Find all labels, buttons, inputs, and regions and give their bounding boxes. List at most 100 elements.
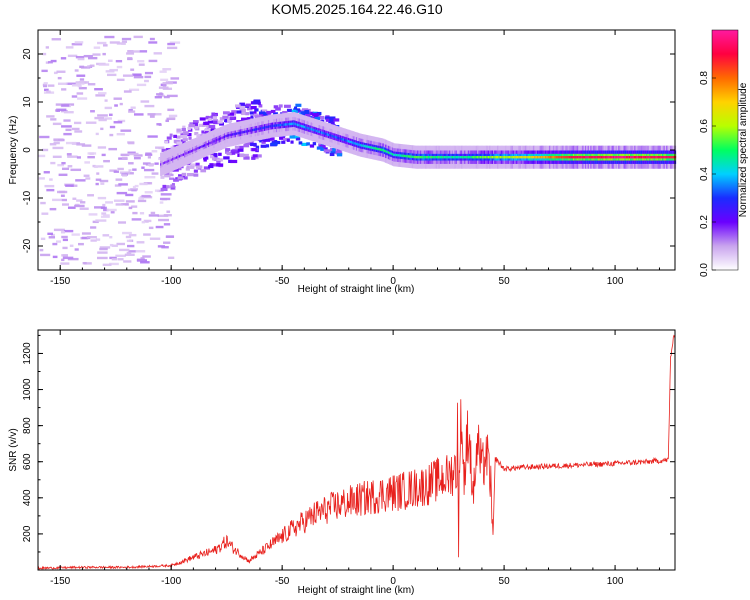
spectrogram-ridge-cell: [572, 156, 575, 159]
spectrogram-ridge-cell: [271, 124, 274, 128]
spectrogram-cell: [227, 119, 233, 123]
spectrogram-ridge-cell: [504, 156, 507, 159]
spectrogram-ridge-cell: [576, 156, 579, 159]
spectrogram-ridge-cell: [180, 154, 183, 157]
y-tick-label: 10: [22, 96, 33, 108]
spectrogram-cell: [253, 99, 261, 103]
spectrogram-ridge-cell: [213, 140, 216, 143]
spectrogram-cell: [187, 126, 191, 131]
spectrogram-ridge-cell: [405, 154, 408, 158]
spectrogram-ridge-cell: [196, 147, 199, 151]
spectrogram-cell: [329, 117, 335, 121]
spectrogram-noise-cell: [99, 246, 111, 249]
spectrogram-ridge-cell: [430, 156, 433, 159]
spectrogram-noise-cell: [100, 206, 107, 210]
spectrogram-cell: [241, 117, 248, 121]
spectrogram-cell: [182, 125, 186, 129]
spectrogram-cell: [243, 153, 249, 158]
spectrogram-ridge-cell: [354, 142, 357, 145]
spectrogram-ridge-cell: [507, 156, 510, 159]
spectrogram-ridge-cell: [238, 131, 241, 135]
spectrogram-noise-cell: [147, 156, 152, 159]
spectrogram-noise-cell: [132, 168, 137, 171]
spectrogram-noise-cell: [48, 61, 53, 64]
spectrogram-cell: [170, 186, 175, 190]
spectrogram-noise-cell: [111, 257, 118, 261]
spectrogram-ridge-cell: [226, 134, 229, 137]
spectrogram-ridge-cell: [535, 156, 538, 159]
spectrogram-ridge-cell: [273, 124, 276, 127]
spectrogram-noise-cell: [56, 240, 62, 243]
spectrogram-cell: [161, 148, 166, 153]
spectrogram-ridge-cell: [494, 156, 497, 159]
spectrogram-ridge-cell: [399, 154, 402, 157]
spectrogram-noise-cell: [134, 113, 144, 116]
spectrogram-noise-cell: [148, 214, 159, 217]
spectrogram-ridge-cell: [454, 156, 457, 159]
spectrogram-ridge-cell: [606, 156, 609, 159]
spectrogram-noise-cell: [60, 194, 65, 197]
spectrogram-ridge-cell: [246, 130, 249, 133]
spectrogram-ridge-cell: [233, 132, 236, 136]
spectrogram-noise-cell: [71, 84, 81, 87]
spectrogram-noise-cell: [120, 153, 130, 157]
spectrogram-ridge-cell: [614, 156, 617, 159]
spectrogram-ridge-cell: [519, 156, 522, 159]
spectrogram-ridge-cell: [266, 125, 269, 129]
snr-y-label: SNR (v/v): [8, 428, 19, 471]
spectrogram-noise-cell: [102, 234, 110, 237]
spectrogram-ridge-cell: [607, 156, 610, 159]
spectrogram-ridge-cell: [293, 122, 296, 125]
snr-x-label: Height of straight line (km): [298, 585, 415, 596]
y-tick-label: 600: [22, 453, 33, 470]
spectrogram-noise-cell: [61, 167, 70, 171]
spectrogram-cell: [270, 142, 278, 146]
spectrogram-noise-cell: [53, 141, 60, 145]
spectrogram-cell: [322, 147, 328, 151]
x-tick-label: -50: [275, 276, 290, 287]
spectrogram-ridge-cell: [650, 156, 653, 159]
spectrogram-cell: [228, 159, 232, 164]
spectrogram-noise-cell: [95, 182, 99, 186]
spectrogram-ridge-cell: [618, 156, 621, 159]
spectrogram-noise-cell: [163, 241, 171, 244]
spectrogram-noise-cell: [134, 184, 139, 188]
spectrogram-noise-cell: [116, 242, 125, 246]
spectrogram-y-ticks: -20 -10 0 10 20: [22, 29, 675, 271]
spectrogram-noise-cell: [111, 244, 118, 247]
spectrogram-noise-cell: [137, 60, 145, 63]
spectrogram-ridge-cell: [528, 156, 531, 159]
spectrogram-ridge-cell: [499, 156, 502, 159]
spectrogram-ridge-cell: [327, 133, 330, 137]
spectrogram-cell: [231, 110, 237, 114]
spectrogram-noise-cell: [119, 171, 130, 174]
spectrogram-ridge-cell: [450, 156, 453, 159]
spectrogram-ridge-cell: [338, 137, 341, 140]
spectrogram-noise-cell: [60, 57, 67, 60]
spectrogram-ridge-cell: [345, 139, 348, 142]
spectrogram-ridge-cell: [406, 155, 409, 158]
spectrogram-ridge-cell: [419, 156, 422, 159]
spectrogram-ridge-cell: [414, 155, 417, 159]
spectrogram-cell: [270, 109, 276, 114]
spectrogram-ridge-cell: [578, 156, 581, 159]
spectrogram-ridge-cell: [592, 156, 595, 159]
spectrogram-cell: [218, 152, 222, 156]
spectrogram-noise-cell: [104, 99, 108, 102]
spectrogram-noise-cell: [90, 239, 97, 242]
spectrogram-noise-cell: [143, 168, 155, 172]
spectrogram-cell: [219, 122, 224, 126]
spectrogram-ridge-cell: [164, 161, 167, 164]
spectrogram-cell: [316, 146, 323, 150]
spectrogram-ridge-cell: [306, 126, 309, 130]
spectrogram-ridge-cell: [489, 156, 492, 159]
spectrogram-ridge-cell: [378, 148, 381, 151]
spectrogram-ridge-cell: [635, 156, 638, 159]
spectrogram-ridge-cell: [470, 156, 473, 159]
spectrogram-ridge-cell: [221, 136, 224, 140]
spectrogram-noise-cell: [67, 257, 79, 261]
spectrogram-noise-cell: [49, 143, 57, 146]
spectrogram-noise-cell: [95, 94, 106, 97]
spectrogram-noise-cell: [81, 232, 91, 235]
x-tick-label: 100: [607, 576, 624, 587]
